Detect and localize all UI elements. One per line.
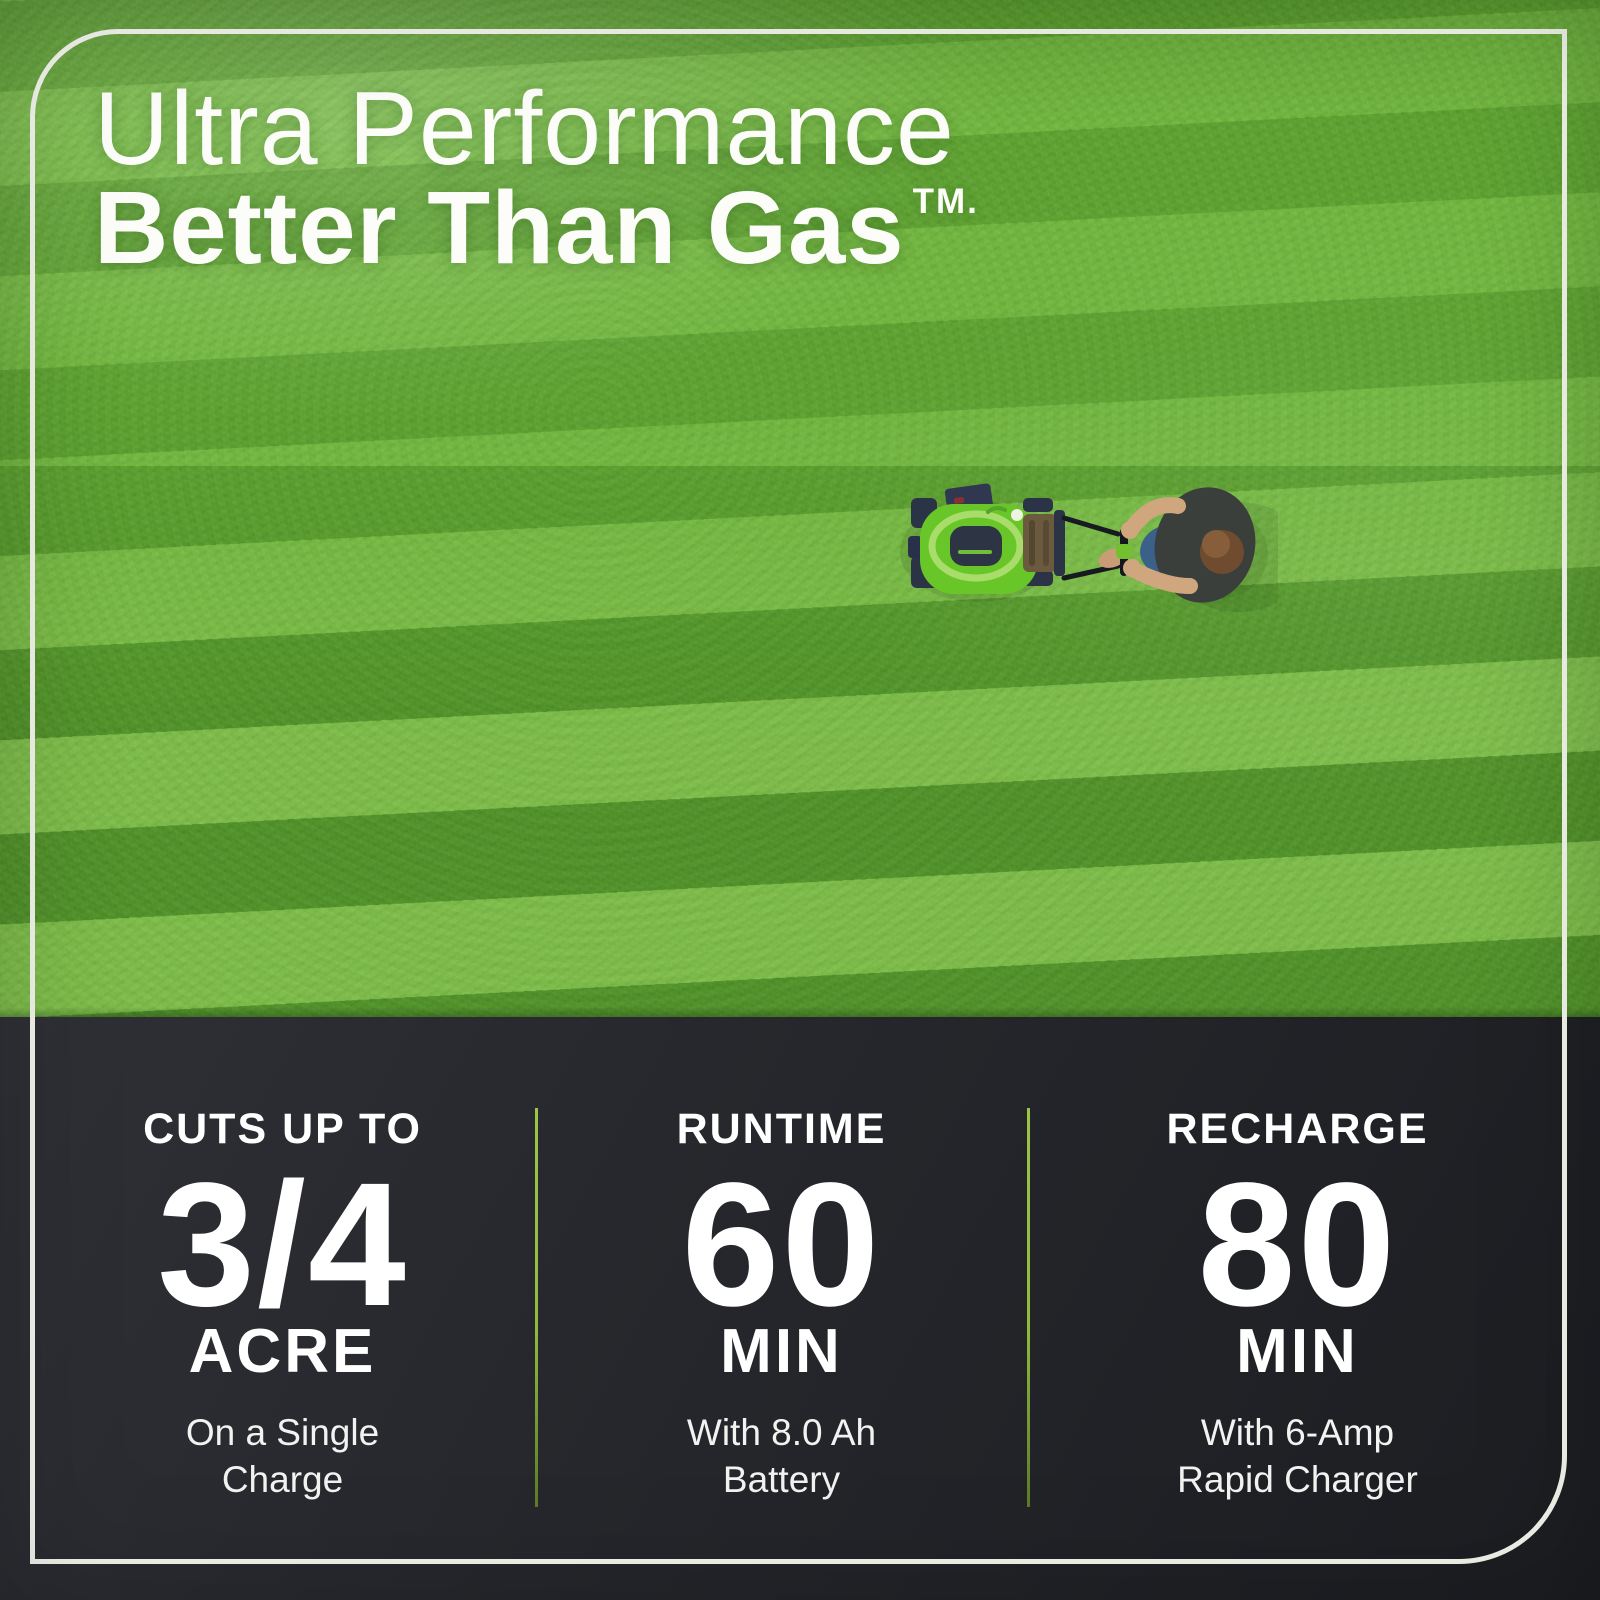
handle-grip-pad [1116, 544, 1132, 559]
stat-caption: On a Single Charge [30, 1409, 535, 1503]
headline-line-2-text: Better Than Gas [94, 170, 905, 285]
stat-column-runtime: RUNTIME 60 MIN With 8.0 Ah Battery [537, 1017, 1026, 1503]
stat-caption-line-1: With 6-Amp [1200, 1412, 1395, 1453]
stat-label: CUTS UP TO [143, 1105, 422, 1153]
stat-caption-line-2: Rapid Charger [1177, 1459, 1418, 1500]
trademark-symbol: TM. [912, 182, 979, 221]
grass-bottom-shade [0, 1007, 1600, 1017]
person-hand-left [1121, 521, 1139, 539]
mower-side-trim [908, 536, 922, 558]
mowing-stripes-strong [0, 0, 1600, 1017]
headline-line-1: Ultra Performance [94, 71, 955, 187]
mower-wheel-front-right [1023, 498, 1053, 512]
person-hand-right [1123, 559, 1141, 577]
stat-unit: MIN [720, 1317, 843, 1386]
stat-column-recharge: RECHARGE 80 MIN With 6-Amp Rapid Charger [1028, 1017, 1567, 1503]
stat-caption-line-1: With 8.0 Ah [686, 1412, 877, 1453]
stat-value: 80 [1197, 1147, 1398, 1343]
lawn-photo-section [0, 0, 1600, 1017]
stat-unit: MIN [1236, 1317, 1359, 1386]
mower-cable [986, 505, 1007, 514]
stat-caption-line-1: On a Single [185, 1412, 380, 1453]
grass-bag [1023, 514, 1057, 572]
stat-unit: ACRE [188, 1317, 377, 1386]
stat-value: 60 [681, 1147, 882, 1343]
mower-scene-illustration [900, 483, 1278, 612]
headline-line-2: Better Than Gas TM. [94, 172, 979, 308]
mower-detail-dot [1011, 509, 1023, 521]
stat-label: RECHARGE [1166, 1105, 1429, 1153]
stat-divider-1 [535, 1108, 538, 1507]
grass-bag-streak-2 [1043, 520, 1049, 566]
person-hair-highlight [1202, 530, 1230, 558]
mower-flap-label [953, 496, 965, 504]
stat-caption-line-2: Charge [221, 1459, 344, 1500]
mowing-stripes [0, 0, 1600, 1017]
grass-bag-frame [1054, 510, 1065, 576]
grass-texture [0, 0, 1600, 1017]
stat-value: 3/4 [157, 1147, 408, 1343]
stat-column-cuts: CUTS UP TO 3/4 ACRE On a Single Charge [30, 1017, 535, 1503]
handlebar-rod-bottom [1061, 563, 1121, 581]
handlebar-rod-top [1061, 515, 1121, 537]
stat-caption: With 6-Amp Rapid Charger [1028, 1409, 1567, 1503]
mower-brand-strip [958, 550, 992, 554]
stat-caption-line-2: Battery [722, 1459, 841, 1500]
stat-caption: With 8.0 Ah Battery [537, 1409, 1026, 1503]
grass-bag-streak-1 [1029, 520, 1035, 566]
mower-deck-ring [928, 510, 1024, 582]
stats-panel [0, 1017, 1600, 1600]
stat-divider-2 [1027, 1108, 1030, 1507]
stat-label: RUNTIME [676, 1105, 887, 1153]
mower-battery-cover [950, 526, 1002, 566]
